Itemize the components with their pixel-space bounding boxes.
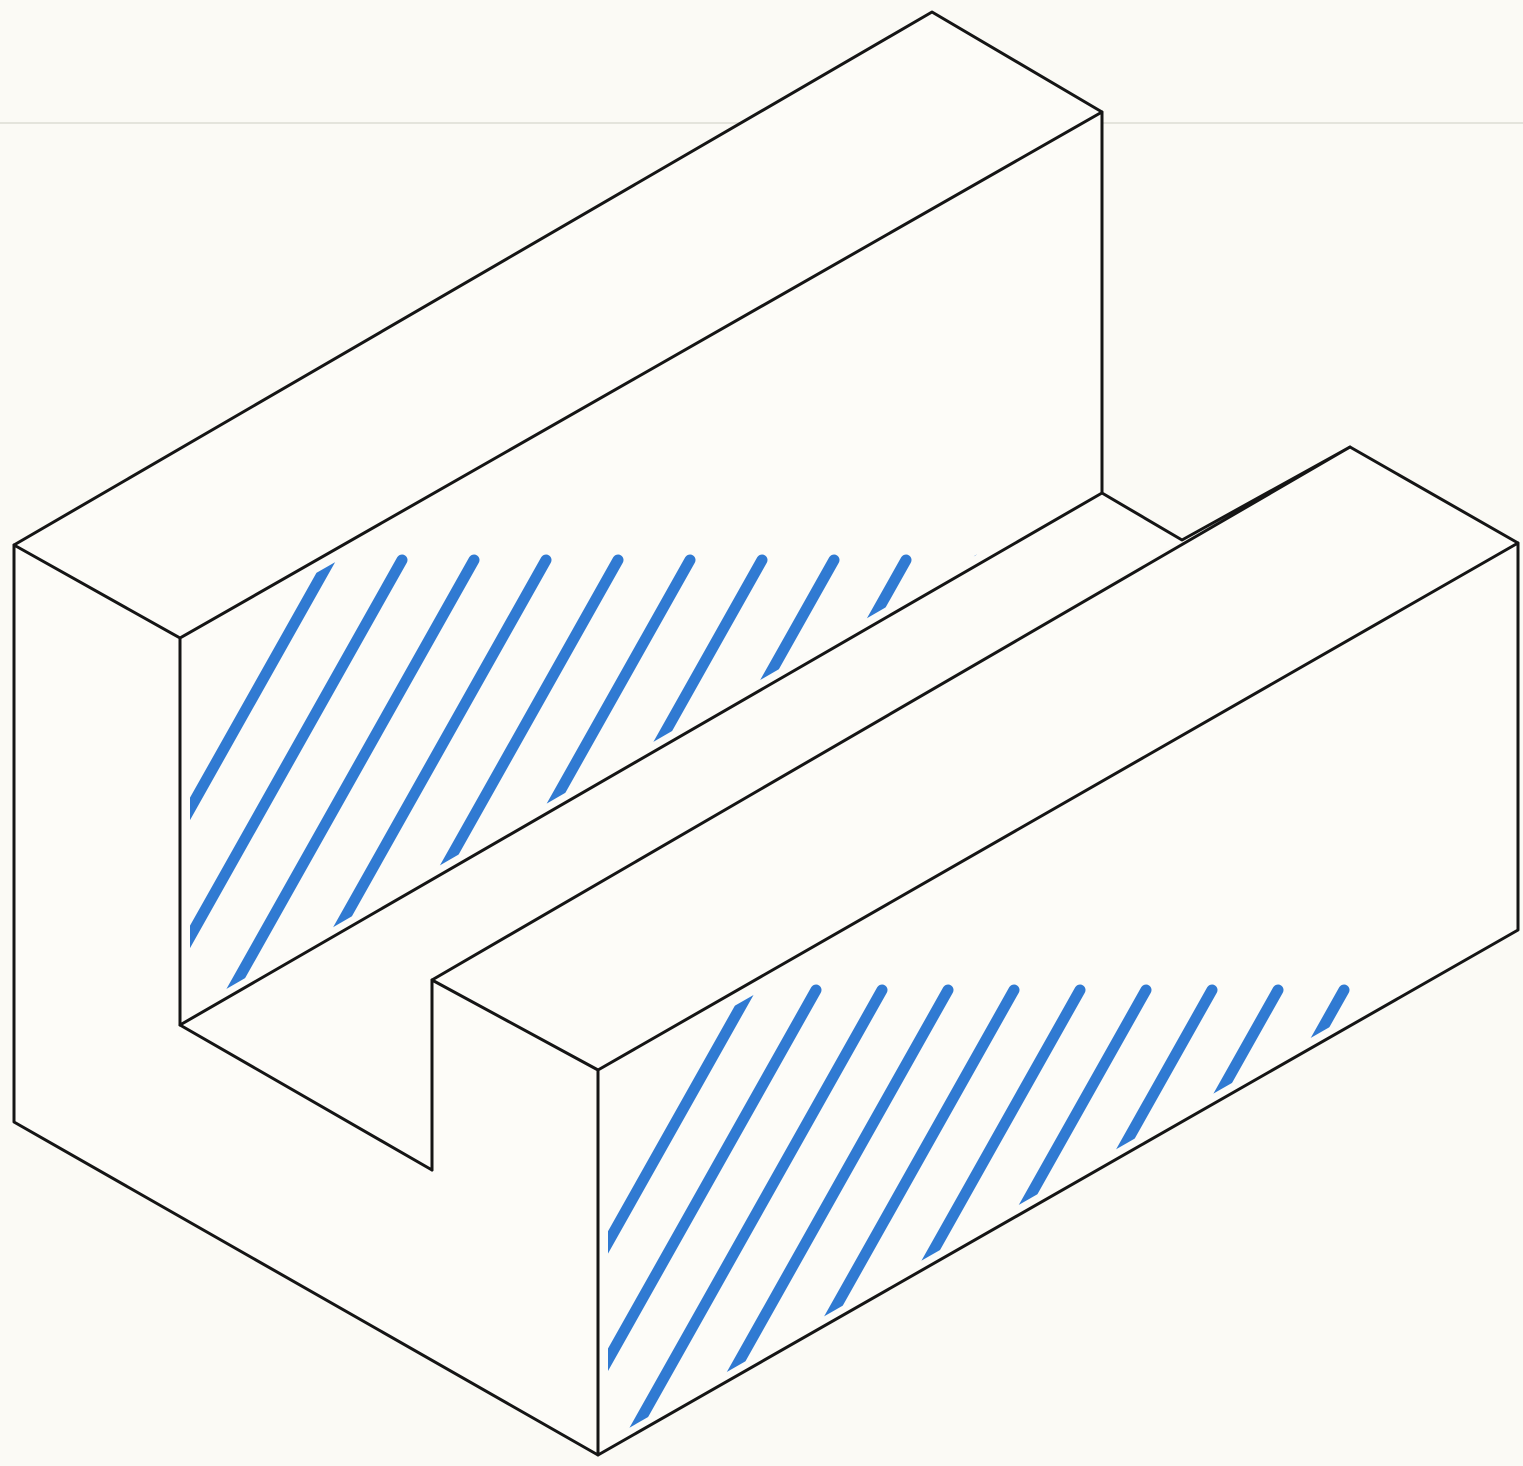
back-wall-inner-top-edge: [178, 110, 1104, 640]
right-wall-front-top-edge: [596, 541, 1520, 1072]
back-wall-front-top-edge: [12, 543, 182, 640]
right-wall-end-top-edge: [430, 978, 600, 1072]
channel-back-floor-edge: [178, 491, 1104, 1027]
right-wall-front-face: [598, 543, 1518, 1455]
right-wall-inner-top-edge: [430, 445, 1352, 982]
right-wall-top-face: [432, 447, 1518, 1070]
back-wall-top-face: [14, 12, 1102, 638]
left-end-face: [14, 545, 598, 1455]
hatch-stroke: [608, 984, 822, 1440]
outline-edges: [12, 10, 1520, 1457]
hatch-stroke: [198, 554, 480, 1010]
hatch-stroke: [1464, 984, 1508, 1440]
hatch-stroke: [608, 984, 888, 1440]
hatch-stroke: [190, 554, 336, 1010]
hatch-stroke: [1332, 984, 1508, 1440]
hatch-stroke: [608, 984, 756, 1440]
hatch-stroke: [1398, 984, 1508, 1440]
hatch-stroke: [1266, 984, 1508, 1440]
hatch-stroke: [190, 554, 408, 1010]
channel-end-floor-edge: [178, 1023, 434, 1172]
